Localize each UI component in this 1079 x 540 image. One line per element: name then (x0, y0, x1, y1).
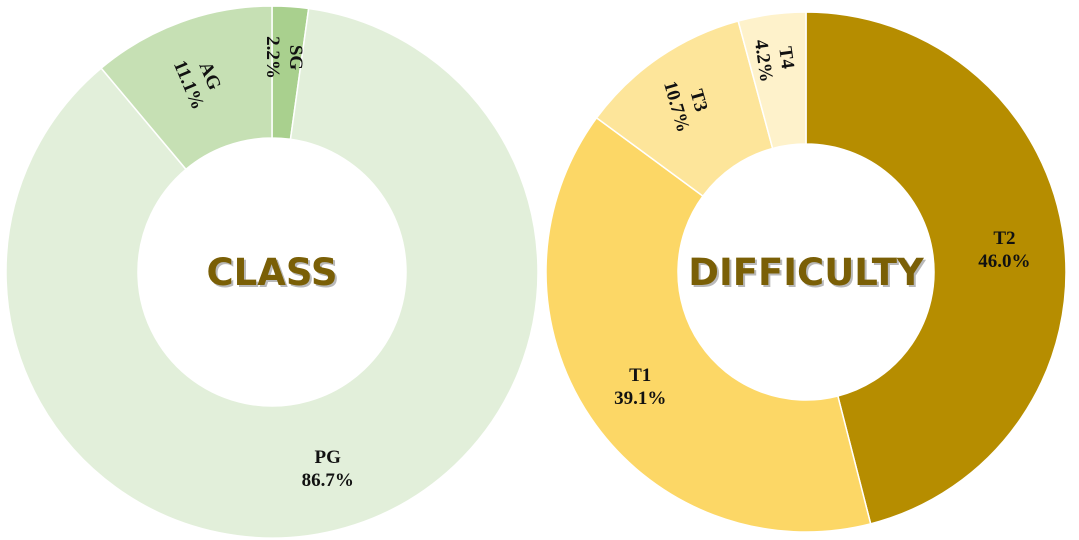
class-title: CLASS (207, 251, 338, 294)
difficulty-label-name: T4 (774, 45, 798, 70)
difficulty-slice-t1 (545, 116, 872, 533)
class-label-name: PG (315, 447, 342, 468)
class-label-sg: SG2.2% (262, 36, 306, 79)
difficulty-label-t4: T44.2% (750, 35, 800, 83)
difficulty-label-name: T2 (993, 228, 1015, 249)
class-label-pg: PG 86.7% (302, 447, 354, 491)
class-title-shadow: CLASS (209, 253, 340, 296)
difficulty-title: DIFFICULTY (688, 251, 925, 294)
difficulty-label-t1: T1 39.1% (614, 365, 666, 409)
class-label-name: SG (285, 45, 306, 71)
difficulty-label-percent: 46.0% (978, 251, 1030, 272)
class-donut: CLASS CLASS SG2.2%PG 86.7%AG11.1% (5, 5, 539, 539)
difficulty-label-name: T1 (629, 365, 651, 386)
class-label-percent: 86.7% (302, 470, 354, 491)
class-slice-ag (100, 5, 273, 171)
difficulty-title-shadow: DIFFICULTY (690, 253, 927, 296)
difficulty-donut: DIFFICULTY DIFFICULTY T2 46.0%T1 39.1%T310… (545, 11, 1067, 533)
class-label-percent: 2.2% (262, 36, 283, 79)
difficulty-label-percent: 39.1% (614, 388, 666, 409)
difficulty-label-t2: T2 46.0% (978, 228, 1030, 272)
difficulty-slice-t4 (737, 11, 807, 150)
difficulty-slice-t2 (805, 11, 1067, 525)
class-slice-pg (5, 7, 539, 539)
